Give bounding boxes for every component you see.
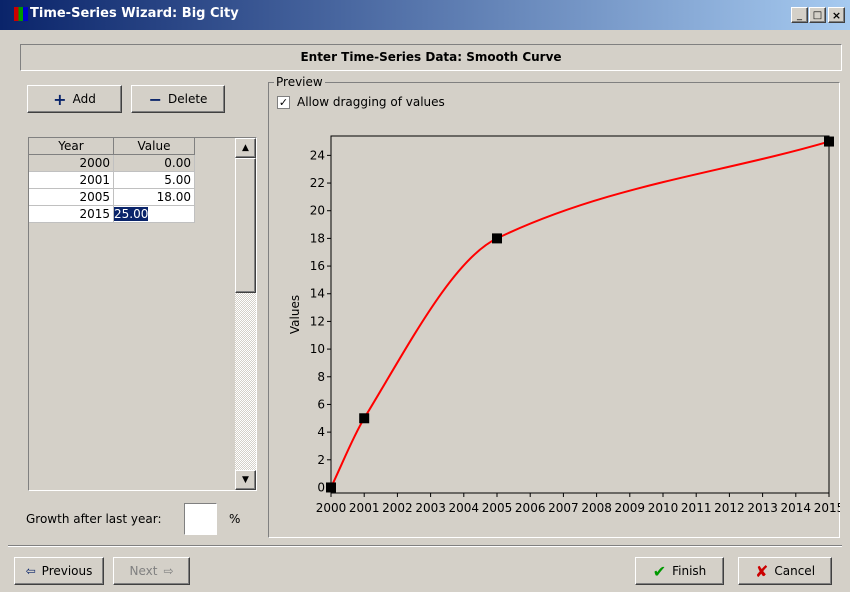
x-tick-label: 2005 <box>482 501 513 515</box>
scroll-thumb[interactable] <box>235 158 256 293</box>
growth-unit: % <box>229 512 241 526</box>
check-icon: ✔ <box>652 561 667 581</box>
x-tick-label: 2010 <box>648 501 679 515</box>
y-tick-label: 16 <box>310 259 325 273</box>
table-cell[interactable]: 2015 <box>29 206 114 223</box>
y-tick-label: 22 <box>310 176 325 190</box>
table-cell[interactable]: 25.00 <box>114 206 195 223</box>
table-cell[interactable]: 18.00 <box>114 189 195 206</box>
y-tick-label: 4 <box>317 425 325 439</box>
data-point <box>824 136 834 147</box>
data-point <box>359 413 370 424</box>
column-header: Year <box>29 138 114 155</box>
previous-button[interactable]: ⇦ Previous <box>14 557 104 585</box>
y-tick-label: 18 <box>310 231 325 245</box>
x-tick-label: 2007 <box>548 501 579 515</box>
app-icon <box>14 7 28 21</box>
maximize[interactable]: □ <box>809 7 826 23</box>
add-label: Add <box>72 92 96 106</box>
x-icon: ✘ <box>754 561 769 581</box>
column-header: Value <box>114 138 195 155</box>
cancel-button[interactable]: ✘ Cancel <box>738 557 832 585</box>
data-point <box>326 482 336 493</box>
x-tick-label: 2000 <box>316 501 347 515</box>
growth-input[interactable] <box>184 503 217 535</box>
y-tick-label: 6 <box>317 397 325 411</box>
y-tick-label: 24 <box>310 148 325 162</box>
minus-icon: − <box>148 89 162 109</box>
x-tick-label: 2006 <box>515 501 546 515</box>
x-tick-label: 2008 <box>581 501 612 515</box>
y-tick-label: 14 <box>310 287 325 301</box>
table-cell[interactable]: 2001 <box>29 172 114 189</box>
y-tick-label: 12 <box>310 314 325 328</box>
growth-label: Growth after last year: <box>26 512 162 526</box>
table-cell[interactable]: 5.00 <box>114 172 195 189</box>
next-label: Next <box>129 564 158 578</box>
window-title: Time-Series Wizard: Big City <box>30 6 239 21</box>
table-cell[interactable]: 2005 <box>29 189 114 206</box>
x-tick-label: 2012 <box>714 501 745 515</box>
close[interactable]: × <box>828 7 845 23</box>
delete-button[interactable]: − Delete <box>131 85 225 113</box>
x-tick-label: 2015 <box>814 501 840 515</box>
next-button: Next ⇨ <box>113 557 190 585</box>
scroll-up[interactable]: ▲ <box>235 138 256 158</box>
x-tick-label: 2003 <box>415 501 446 515</box>
preview-group <box>268 82 840 538</box>
data-table[interactable]: ▲ ▼ Year Value 2000 0.00 2001 5.00 2005 18.00 20… <box>28 137 257 491</box>
preview-label: Preview <box>274 75 325 89</box>
y-axis-label: Values <box>288 295 302 334</box>
add-button[interactable]: + Add <box>27 85 122 113</box>
y-tick-label: 8 <box>317 370 325 384</box>
selected-text: 25.00 <box>114 207 149 221</box>
finish-button[interactable]: ✔ Finish <box>635 557 724 585</box>
x-tick-label: 2004 <box>449 501 480 515</box>
x-tick-label: 2001 <box>349 501 380 515</box>
scrollbar[interactable]: ▲ ▼ <box>235 138 256 490</box>
y-tick-label: 10 <box>310 342 325 356</box>
x-tick-label: 2009 <box>615 501 646 515</box>
previous-label: Previous <box>41 564 93 578</box>
x-tick-label: 2002 <box>382 501 413 515</box>
x-tick-label: 2011 <box>681 501 712 515</box>
x-tick-label: 2013 <box>747 501 778 515</box>
minimize[interactable]: _ <box>791 7 808 23</box>
y-tick-label: 20 <box>310 204 325 218</box>
plus-icon: + <box>53 89 67 109</box>
x-tick-label: 2014 <box>781 501 812 515</box>
header: Enter Time-Series Data: Smooth Curve <box>20 44 842 71</box>
plot-area <box>330 135 830 494</box>
y-tick-label: 0 <box>317 480 325 494</box>
table-cell[interactable]: 2000 <box>29 155 114 172</box>
y-tick-label: 2 <box>317 453 325 467</box>
finish-label: Finish <box>672 564 707 578</box>
delete-label: Delete <box>167 92 208 106</box>
data-point <box>492 233 502 244</box>
drag-checkbox[interactable]: ✓ <box>277 96 290 109</box>
cancel-label: Cancel <box>774 564 816 578</box>
next-icon: ⇨ <box>163 564 174 578</box>
prev-icon: ⇦ <box>25 564 36 578</box>
checkbox-label: Allow dragging of values <box>297 95 445 109</box>
title-bar: Time-Series Wizard: Big City _ □ × <box>0 0 850 30</box>
separator <box>8 545 842 547</box>
smooth-curve <box>330 140 830 488</box>
table-cell[interactable]: 0.00 <box>114 155 195 172</box>
scroll-down[interactable]: ▼ <box>235 470 256 490</box>
